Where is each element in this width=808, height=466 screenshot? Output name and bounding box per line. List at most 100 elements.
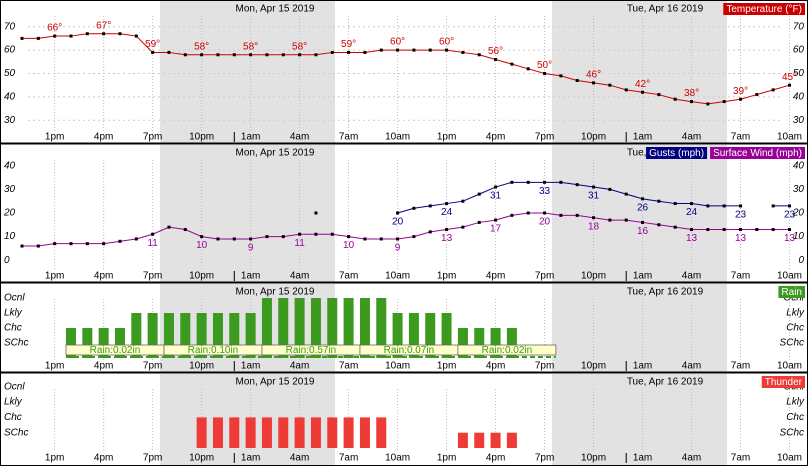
point	[526, 180, 530, 184]
point	[477, 53, 481, 57]
point	[379, 237, 383, 241]
point	[412, 206, 416, 210]
y-tick-label: 60	[4, 45, 16, 56]
y-tick-label: 20	[792, 208, 805, 219]
point	[771, 88, 775, 92]
legend-box	[723, 3, 805, 15]
x-tick-label: 4am	[682, 361, 701, 372]
x-tick-label: 10am	[777, 361, 802, 372]
data-label: 16	[637, 226, 649, 237]
point	[722, 228, 726, 232]
x-tick-label: 7pm	[535, 361, 554, 372]
series-line	[22, 212, 790, 247]
point	[575, 183, 579, 187]
y-tick-label: Ocnl	[4, 293, 25, 304]
point	[624, 192, 628, 196]
y-tick-label: 10	[4, 231, 16, 242]
x-tick-label: 1am	[633, 453, 652, 464]
point	[20, 244, 24, 248]
legend-box	[761, 376, 805, 388]
bar	[261, 298, 272, 358]
x-tick-label: 10pm	[189, 271, 214, 282]
point	[281, 235, 285, 239]
legend-label: Surface Wind (mph)	[713, 148, 802, 159]
point	[216, 237, 220, 241]
point	[330, 232, 334, 236]
point	[641, 220, 645, 224]
point	[53, 34, 57, 38]
point	[216, 53, 220, 57]
data-label: 18	[588, 221, 600, 232]
legend-box	[710, 147, 805, 159]
data-label: 58°	[292, 41, 307, 52]
bar	[425, 313, 436, 358]
legend-box	[646, 147, 708, 159]
data-label: 13	[735, 233, 747, 244]
bar	[310, 417, 321, 448]
bar	[229, 313, 240, 358]
point	[85, 242, 89, 246]
x-tick-label: 1pm	[45, 132, 64, 143]
point	[330, 50, 334, 54]
y-tick-label: 30	[4, 184, 16, 195]
bar	[457, 328, 468, 358]
point	[477, 192, 481, 196]
point	[53, 242, 57, 246]
bar	[229, 417, 240, 448]
x-tick-label: 4am	[682, 453, 701, 464]
date-label: Mon, Apr 15 2019	[236, 287, 315, 298]
point	[412, 235, 416, 239]
y-tick-label: 50	[4, 68, 16, 79]
point	[363, 237, 367, 241]
y-tick-label: Lkly	[786, 308, 805, 319]
y-tick-label: 40	[4, 160, 16, 171]
data-label: 23	[784, 210, 796, 221]
point	[281, 53, 285, 57]
bar	[343, 298, 354, 358]
bar	[131, 313, 142, 358]
data-label: 66°	[47, 23, 62, 34]
point	[461, 225, 465, 229]
point	[510, 62, 514, 66]
point	[396, 237, 400, 241]
point	[592, 185, 596, 189]
data-label: 13	[784, 233, 796, 244]
x-tick-label: 1pm	[45, 271, 64, 282]
x-tick-label: 1am	[241, 361, 260, 372]
point	[526, 67, 530, 71]
night-shade	[552, 374, 727, 465]
x-tick-label: 7am	[731, 453, 750, 464]
x-tick-label: 4pm	[94, 132, 113, 143]
point	[543, 72, 547, 75]
data-label: 33	[539, 186, 551, 197]
legend-label: Gusts (mph)	[649, 148, 704, 159]
x-tick-label: 10pm	[189, 453, 214, 464]
point	[608, 83, 612, 87]
y-tick-label: SChc	[780, 338, 804, 349]
bar	[506, 432, 517, 448]
point	[739, 97, 743, 101]
series-line	[22, 33, 790, 105]
x-tick-label: 1pm	[45, 453, 64, 464]
bar	[408, 313, 419, 358]
legend-label: Temperature (°F)	[726, 4, 802, 15]
y-tick-label: 40	[793, 160, 805, 171]
point	[412, 48, 416, 52]
point	[641, 197, 645, 201]
point	[706, 228, 710, 232]
bar	[147, 313, 158, 358]
point	[314, 53, 318, 57]
x-tick-label: 4am	[290, 271, 309, 282]
rain-amount: Rain:0.02in	[90, 345, 141, 356]
x-tick-label: 10am	[385, 271, 410, 282]
point	[510, 213, 514, 217]
point	[445, 228, 449, 232]
night-shade	[552, 284, 727, 372]
x-tick-label: 7am	[339, 361, 358, 372]
x-tick-label: 4pm	[94, 361, 113, 372]
point	[543, 180, 547, 184]
point	[183, 228, 187, 232]
data-label: 56°	[488, 46, 503, 57]
y-tick-label: 30	[793, 184, 805, 195]
bar	[180, 313, 191, 358]
